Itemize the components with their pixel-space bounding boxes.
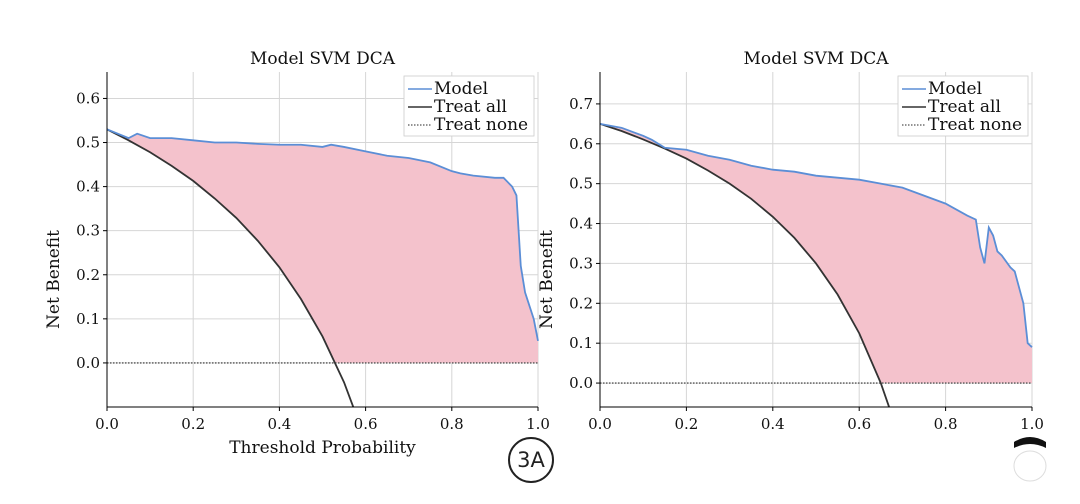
chart-1-title: Model SVM DCA (250, 49, 396, 69)
chart-2-y-tick-label: 0.1 (569, 334, 593, 352)
chart-2-treat-all-line (600, 122, 891, 407)
chart-2-x-tick-label: 0.4 (761, 415, 785, 433)
chart-2-y-tick-label: 0.4 (569, 215, 593, 233)
chart-2-model-line (599, 122, 1033, 348)
chart-2-y-axis-label: Net Benefit (537, 230, 557, 329)
chart-1-y-tick-label: 0.2 (76, 266, 100, 284)
chart-2-x-tick-label: 0.2 (674, 415, 698, 433)
chart-1-y-axis-label: Net Benefit (44, 230, 64, 329)
chart-2-legend (897, 75, 1029, 137)
chart-2-y-tick-label: 0.3 (569, 254, 593, 272)
panel-badge: 3A (508, 437, 554, 483)
chart-2-y-tick-label: 0.7 (569, 95, 593, 113)
chart-1-y-tick-label: 0.3 (76, 222, 100, 240)
chart-1-benefit-area (107, 129, 538, 363)
chart-1-treat-all-line (107, 128, 355, 407)
chart-2-y-tick-label: 0.2 (569, 294, 593, 312)
chart-1-x-tick-label: 1.0 (526, 415, 550, 433)
chart-2-benefit-area (600, 123, 1032, 384)
chart-2-title: Model SVM DCA (743, 49, 889, 69)
chart-2-x-tick-label: 0.6 (847, 415, 871, 433)
chart-2-x-tick-label: 1.0 (1020, 415, 1044, 433)
chart-1-y-tick-label: 0.5 (76, 134, 100, 152)
chart-1-y-tick-label: 0.0 (76, 354, 100, 372)
chart-1-legend-label: Treat all (434, 97, 507, 117)
chart-2-legend-label: Treat all (928, 97, 1001, 117)
chart-1-x-tick-label: 0.0 (95, 415, 119, 433)
chart-1-x-axis-label: Threshold Probability (229, 438, 416, 458)
chart-2-y-tick-label: 0.5 (569, 175, 593, 193)
chart-2-x-tick-label: 0.0 (588, 415, 612, 433)
chart-1-y-tick-label: 0.4 (76, 178, 100, 196)
chart-1-model-line (106, 128, 539, 342)
chart-1-y-tick-label: 0.1 (76, 310, 100, 328)
chart-1-legend-label: Treat none (434, 115, 528, 135)
corner-blob-icon (1013, 437, 1047, 482)
chart-2-y-tick-label: 0.0 (569, 374, 593, 392)
chart-2-x-tick-label: 0.8 (934, 415, 958, 433)
chart-1-x-tick-label: 0.4 (267, 415, 291, 433)
chart-1: 0.0 0.2 0.4 0.6 0.8 1.0 0.0 0.1 0.2 0.3 0.4 0.5 0.6 M… (44, 49, 550, 458)
chart-1-x-tick-label: 0.6 (354, 415, 378, 433)
chart-1-y-tick-label: 0.6 (76, 89, 100, 107)
chart-2-legend-label: Treat none (928, 115, 1022, 135)
panel-badge-label: 3A (517, 448, 545, 472)
chart-1-legend-label: Model (434, 79, 488, 99)
chart-1-x-tick-label: 0.2 (181, 415, 205, 433)
chart-2-y-tick-label: 0.6 (569, 135, 593, 153)
chart-1-legend (403, 75, 535, 137)
chart-2: 0.0 0.2 0.4 0.6 0.8 1.0 0.0 0.1 0.2 0.3 0.4 0.5 0.6 0… (537, 49, 1044, 433)
chart-1-x-tick-label: 0.8 (440, 415, 464, 433)
chart-2-legend-label: Model (928, 79, 982, 99)
